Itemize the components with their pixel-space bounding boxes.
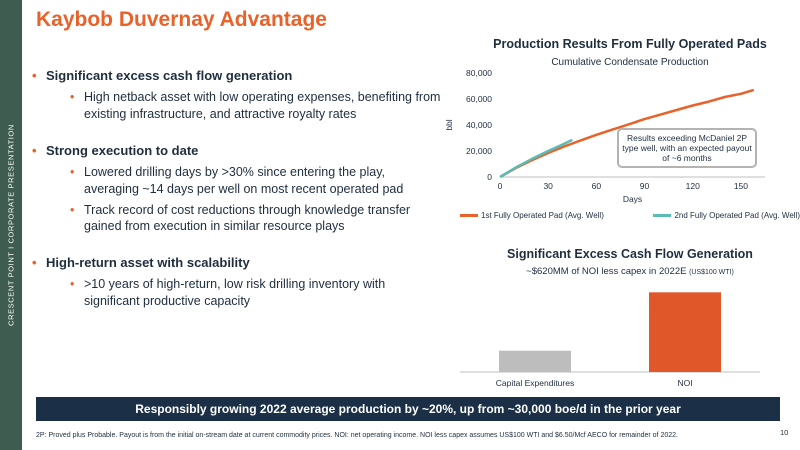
- cashflow-subtitle-text: ~$620MM of NOI less capex in 2022E: [526, 266, 687, 277]
- bullet-group: • Significant excess cash flow generatio…: [32, 68, 442, 123]
- legend-swatch-teal: [653, 214, 672, 217]
- legend-label: 2nd Fully Operated Pad (Avg. Well): [674, 211, 800, 220]
- legend-item: 1st Fully Operated Pad (Avg. Well): [460, 211, 604, 220]
- bullet-icon: •: [32, 255, 37, 271]
- bullet-group: • Strong execution to date • Lowered dri…: [32, 143, 442, 236]
- bullet-item: • Strong execution to date: [32, 143, 442, 158]
- y-tick-label: 60,000: [466, 94, 492, 104]
- sidebar-text: CRESCENT POINT I CORPORATE PRESENTATION: [6, 124, 16, 326]
- y-tick-label: 40,000: [466, 120, 492, 130]
- cashflow-chart-title: Significant Excess Cash Flow Generation: [507, 247, 753, 261]
- cashflow-subtitle-small: (US$100 WTI): [689, 269, 734, 276]
- footnote: 2P: Proved plus Probable. Payout is from…: [36, 432, 678, 439]
- x-tick-label: 90: [640, 181, 650, 191]
- bullet-text: High-return asset with scalability: [46, 255, 250, 271]
- production-chart-title: Production Results From Fully Operated P…: [493, 37, 767, 51]
- x-axis-label: Days: [623, 194, 642, 204]
- y-tick-label: 80,000: [466, 68, 492, 78]
- page-number: 10: [780, 428, 789, 437]
- bullet-icon: •: [70, 90, 75, 104]
- series-line-2nd-pad: [499, 138, 573, 179]
- production-chart-subtitle: Cumulative Condensate Production: [551, 57, 709, 68]
- sidebar-band: CRESCENT POINT I CORPORATE PRESENTATION: [0, 0, 22, 450]
- sub-bullet-text: Lowered drilling days by >30% since ente…: [84, 164, 404, 196]
- category-label: NOI: [677, 378, 692, 388]
- sub-bullet-text: Track record of cost reductions through …: [84, 202, 411, 234]
- x-tick-label: 120: [686, 181, 700, 191]
- bar: [499, 350, 571, 372]
- bullet-icon: •: [32, 68, 37, 83]
- x-tick-label: 150: [734, 181, 748, 191]
- bullet-icon: •: [32, 142, 37, 158]
- chart-legend: 1st Fully Operated Pad (Avg. Well) 2nd F…: [460, 211, 800, 220]
- bar: [649, 292, 721, 372]
- legend-label: 1st Fully Operated Pad (Avg. Well): [481, 211, 604, 220]
- sub-bullet-text: >10 years of high-return, low risk drill…: [84, 277, 386, 309]
- cashflow-bar-chart: Capital Expenditures NOI: [460, 292, 760, 388]
- bullet-text: Significant excess cash flow generation: [46, 68, 293, 83]
- category-label: Capital Expenditures: [496, 378, 574, 388]
- x-tick-label: 30: [543, 181, 553, 191]
- x-tick-label: 60: [592, 181, 602, 191]
- bullet-item: • High-return asset with scalability: [32, 255, 442, 270]
- series-line-1st-pad: [499, 88, 755, 179]
- sub-bullet-item: • Track record of cost reductions throug…: [32, 202, 442, 236]
- chart-annotation: Results exceeding McDaniel 2P type well,…: [617, 128, 757, 168]
- sub-bullet-item: • Lowered drilling days by >30% since en…: [32, 164, 442, 198]
- sub-bullet-item: • High netback asset with low operating …: [32, 89, 442, 123]
- bullet-list: • Significant excess cash flow generatio…: [32, 68, 442, 330]
- page-title: Kaybob Duvernay Advantage: [36, 8, 327, 31]
- y-tick-label: 0: [487, 172, 492, 182]
- bullet-icon: •: [70, 164, 75, 179]
- summary-banner: Responsibly growing 2022 average product…: [36, 397, 780, 421]
- sub-bullet-item: • >10 years of high-return, low risk dri…: [32, 276, 442, 310]
- bullet-text: Strong execution to date: [46, 142, 199, 158]
- bullet-icon: •: [70, 202, 75, 217]
- production-line-chart: 0 20,000 40,000 60,000 80,000 0 30 60 90 120 150 Da…: [444, 68, 765, 204]
- legend-swatch-orange: [460, 214, 478, 217]
- cashflow-chart-subtitle: ~$620MM of NOI less capex in 2022E (US$1…: [460, 266, 800, 277]
- legend-item: 2nd Fully Operated Pad (Avg. Well): [653, 211, 800, 220]
- bullet-item: • Significant excess cash flow generatio…: [32, 68, 442, 83]
- bullet-icon: •: [70, 277, 75, 292]
- bullet-group: • High-return asset with scalability • >…: [32, 255, 442, 310]
- y-axis-label: bbl: [444, 119, 454, 130]
- x-tick-label: 0: [498, 181, 503, 191]
- y-tick-label: 20,000: [466, 146, 492, 156]
- sub-bullet-text: High netback asset with low operating ex…: [84, 90, 441, 121]
